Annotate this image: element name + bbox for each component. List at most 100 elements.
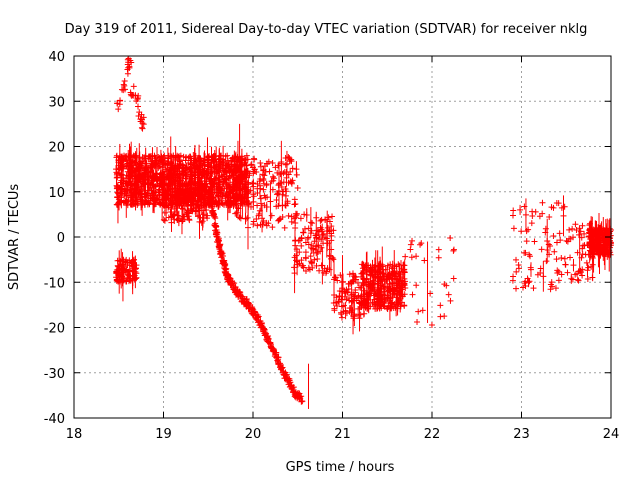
data-point (172, 164, 179, 171)
data-point (428, 321, 435, 328)
data-point (200, 214, 207, 221)
data-point (391, 301, 398, 308)
data-point (170, 197, 177, 204)
data-point (145, 168, 152, 175)
data-point (515, 262, 522, 269)
data-point (389, 276, 396, 283)
data-point (302, 267, 309, 274)
data-point (118, 153, 125, 160)
data-point (560, 212, 567, 219)
data-point (160, 202, 167, 209)
data-point (123, 256, 130, 263)
data-point (245, 224, 252, 231)
y-axis-label: SDTVAR / TECUs (7, 184, 22, 291)
data-point (187, 202, 194, 209)
data-point (124, 160, 131, 167)
data-point (116, 257, 123, 264)
data-point (175, 215, 182, 222)
data-point (123, 180, 130, 187)
data-point (291, 270, 298, 277)
data-point (577, 228, 584, 235)
data-point (132, 154, 139, 161)
data-point (303, 212, 310, 219)
data-point (167, 173, 174, 180)
data-point (113, 182, 120, 189)
data-point (180, 165, 187, 172)
data-point (219, 191, 226, 198)
data-point (342, 307, 349, 314)
data-point (113, 152, 120, 159)
data-point (175, 153, 182, 160)
data-point (577, 269, 584, 276)
data-point (250, 183, 257, 190)
data-point (427, 290, 434, 297)
data-point (138, 198, 145, 205)
data-point (300, 264, 307, 271)
data-point (325, 214, 332, 221)
data-point (182, 180, 189, 187)
data-point (528, 220, 535, 227)
data-point (567, 254, 574, 261)
data-point (315, 228, 322, 235)
data-point (333, 299, 340, 306)
data-point (598, 225, 605, 232)
data-point (233, 168, 240, 175)
data-point (210, 163, 217, 170)
data-point (589, 254, 596, 261)
data-point (182, 173, 189, 180)
data-point (253, 216, 260, 223)
data-point (550, 233, 557, 240)
data-point (132, 159, 139, 166)
data-point (300, 229, 307, 236)
x-tick-label: 23 (513, 427, 530, 442)
data-point (407, 246, 414, 253)
data-point (555, 268, 562, 275)
data-point (243, 152, 250, 159)
data-point (276, 216, 283, 223)
data-point (302, 249, 309, 256)
data-point (170, 212, 177, 219)
data-point (128, 153, 135, 160)
data-point (179, 205, 186, 212)
data-point (127, 277, 134, 284)
data-point (186, 153, 193, 160)
data-point (123, 172, 130, 179)
data-point (269, 186, 276, 193)
data-point (450, 275, 457, 282)
data-point (194, 165, 201, 172)
data-point (234, 180, 241, 187)
data-point (328, 246, 335, 253)
data-point (398, 277, 405, 284)
data-point (261, 180, 268, 187)
data-point (592, 245, 599, 252)
data-point (129, 267, 136, 274)
data-point (120, 81, 127, 88)
data-point (261, 163, 268, 170)
data-point (339, 278, 346, 285)
data-point (364, 297, 371, 304)
data-point (368, 285, 375, 292)
data-point (248, 162, 255, 169)
data-point (396, 288, 403, 295)
data-point (140, 121, 147, 128)
data-point (135, 103, 142, 110)
data-point (191, 172, 198, 179)
data-point (239, 161, 246, 168)
data-point (540, 273, 547, 280)
data-point (357, 284, 364, 291)
data-point (250, 193, 257, 200)
data-point (579, 251, 586, 258)
data-point (568, 275, 575, 282)
data-point (371, 292, 378, 299)
data-point (539, 210, 546, 217)
data-point (209, 203, 216, 210)
data-point (298, 398, 305, 405)
data-point (530, 285, 537, 292)
data-point (189, 176, 196, 183)
data-point (204, 172, 211, 179)
data-point (259, 215, 266, 222)
data-point (145, 199, 152, 206)
data-point (291, 254, 298, 261)
data-point (346, 295, 353, 302)
data-point (142, 165, 149, 172)
